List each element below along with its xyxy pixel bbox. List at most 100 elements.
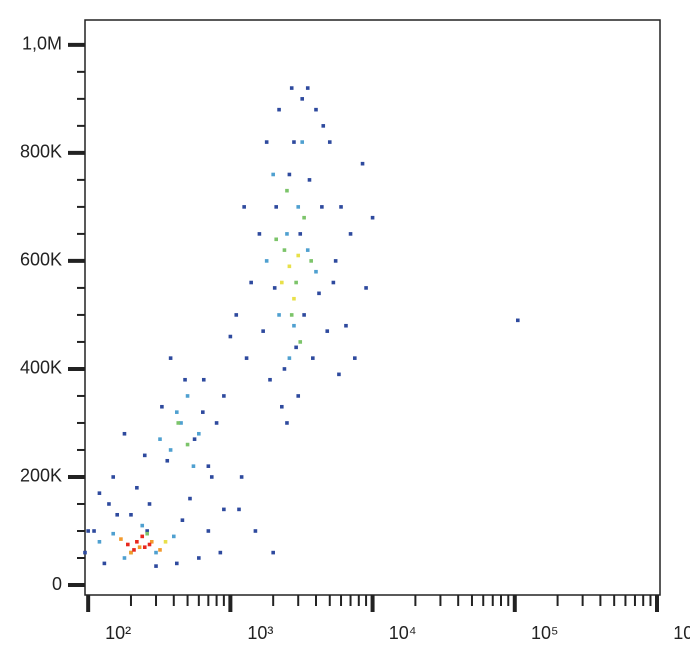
point — [261, 329, 265, 333]
point — [515, 318, 520, 323]
point — [337, 372, 341, 377]
point — [320, 205, 324, 209]
point — [158, 548, 162, 552]
point — [257, 232, 262, 236]
point — [302, 215, 306, 220]
point — [174, 561, 179, 566]
point — [271, 550, 275, 555]
point — [282, 367, 287, 371]
point — [285, 421, 289, 425]
point — [168, 356, 173, 360]
point — [237, 507, 241, 512]
point — [83, 550, 87, 555]
point — [274, 237, 278, 242]
point — [242, 205, 246, 209]
point — [282, 248, 287, 252]
point — [314, 269, 318, 274]
y-tick-label: 0 — [52, 574, 62, 594]
x-tick-label: 10⁶ — [673, 623, 690, 643]
y-tick-label: 1,0M — [22, 34, 62, 54]
point — [294, 345, 298, 350]
point — [179, 421, 183, 425]
point — [321, 124, 326, 128]
point — [268, 377, 272, 382]
point — [140, 534, 145, 539]
point — [158, 437, 162, 441]
point — [298, 340, 303, 344]
point — [129, 550, 133, 555]
point — [296, 253, 301, 258]
point — [135, 539, 139, 544]
point — [327, 140, 332, 144]
point — [244, 356, 249, 360]
point — [218, 550, 223, 555]
point — [271, 172, 275, 177]
point — [309, 259, 313, 263]
point — [119, 537, 123, 541]
point — [97, 539, 102, 544]
point — [360, 161, 365, 166]
x-tick-label: 10² — [105, 623, 131, 643]
point — [145, 529, 149, 533]
point — [154, 550, 158, 555]
point — [344, 323, 348, 328]
x-tick-label: 10³ — [247, 623, 273, 643]
point — [370, 215, 375, 220]
point — [307, 178, 312, 182]
point — [280, 404, 284, 409]
point — [331, 280, 336, 285]
point — [305, 86, 310, 90]
point — [296, 205, 301, 209]
point — [292, 140, 296, 144]
point — [168, 448, 173, 452]
point — [300, 97, 305, 101]
point — [132, 548, 136, 552]
point — [191, 464, 196, 468]
point — [348, 232, 353, 236]
point — [176, 421, 181, 425]
point — [140, 523, 145, 528]
point — [102, 561, 107, 566]
point — [111, 475, 116, 479]
point — [274, 205, 278, 209]
point — [197, 431, 201, 436]
point — [185, 394, 190, 398]
point — [305, 248, 310, 252]
point — [206, 464, 211, 468]
point — [222, 507, 226, 512]
point — [163, 539, 168, 544]
point — [209, 475, 214, 479]
point — [97, 491, 102, 495]
point — [147, 542, 152, 547]
point — [285, 232, 289, 236]
point — [287, 356, 292, 360]
point — [142, 545, 147, 549]
y-tick-label: 800K — [20, 142, 62, 162]
point — [149, 539, 154, 544]
point — [137, 545, 142, 549]
point — [201, 410, 205, 414]
point — [234, 313, 239, 317]
point — [228, 334, 233, 339]
point — [92, 529, 96, 533]
point — [325, 329, 330, 333]
point — [188, 496, 192, 501]
point — [183, 377, 187, 382]
point — [145, 531, 149, 536]
point — [277, 313, 281, 317]
point — [135, 485, 139, 490]
point — [253, 529, 258, 533]
point — [142, 453, 147, 458]
point — [185, 442, 190, 447]
y-tick-label: 600K — [20, 250, 62, 270]
point — [222, 394, 226, 398]
point — [214, 421, 219, 425]
point — [364, 286, 368, 290]
point — [292, 296, 296, 301]
point — [197, 556, 201, 560]
point — [292, 323, 296, 328]
point — [122, 556, 127, 560]
x-tick-label: 10⁴ — [389, 623, 417, 643]
point — [239, 475, 244, 479]
